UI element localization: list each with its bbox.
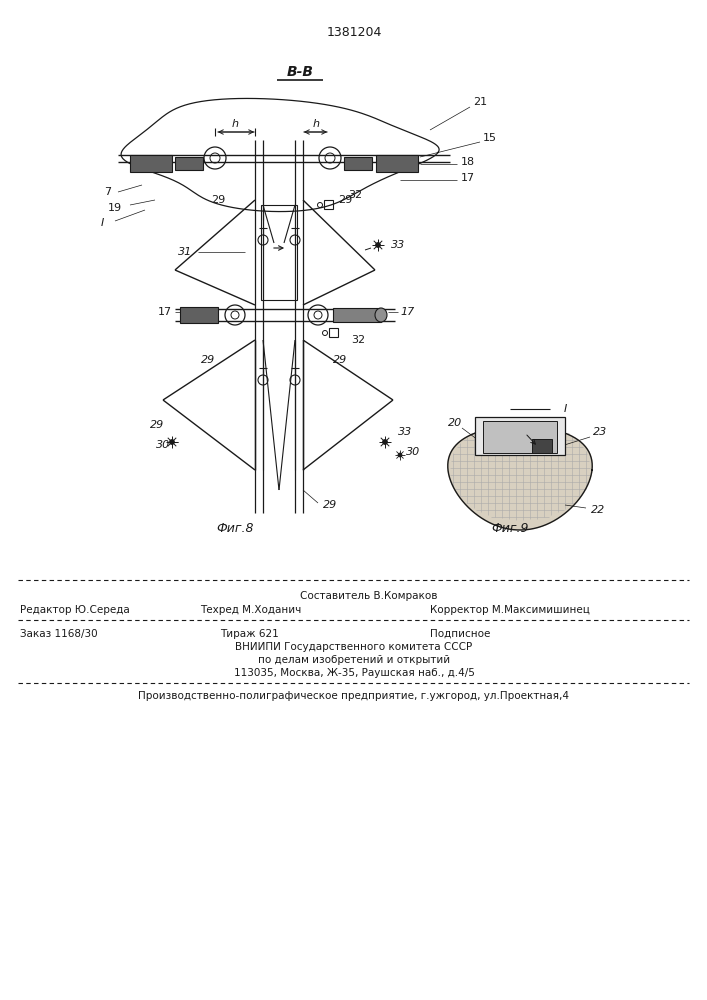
Circle shape — [382, 440, 387, 444]
Text: h: h — [312, 119, 320, 129]
Text: Редактор Ю.Середа: Редактор Ю.Середа — [20, 605, 130, 615]
Text: 19: 19 — [108, 203, 122, 213]
Text: 17: 17 — [461, 173, 475, 183]
Text: 18: 18 — [461, 157, 475, 167]
Text: I: I — [100, 218, 104, 228]
Text: I: I — [563, 404, 566, 414]
Text: 33: 33 — [391, 240, 405, 250]
Text: 32: 32 — [348, 190, 362, 200]
Text: 29: 29 — [211, 195, 225, 205]
Bar — [261, 205, 297, 300]
Text: 17: 17 — [401, 307, 415, 317]
Text: Техред М.Ходанич: Техред М.Ходанич — [200, 605, 301, 615]
Bar — [175, 157, 203, 170]
Text: Фиг.8: Фиг.8 — [216, 522, 254, 534]
Polygon shape — [448, 426, 592, 530]
Text: 30: 30 — [156, 440, 170, 450]
Bar — [329, 328, 338, 337]
Text: Тираж 621: Тираж 621 — [220, 629, 279, 639]
Text: 29: 29 — [323, 500, 337, 510]
Bar — [532, 439, 552, 453]
Bar — [376, 155, 418, 172]
Ellipse shape — [375, 308, 387, 322]
Text: 20: 20 — [448, 418, 462, 428]
Text: 29: 29 — [150, 420, 164, 430]
Bar — [344, 157, 372, 170]
Text: Производственно-полиграфическое предприятие, г.ужгород, ул.Проектная,4: Производственно-полиграфическое предприя… — [139, 691, 570, 701]
Bar — [475, 417, 565, 455]
Text: 7: 7 — [105, 187, 112, 197]
Text: 21: 21 — [473, 97, 487, 107]
Circle shape — [398, 453, 402, 457]
Text: 30: 30 — [406, 447, 420, 457]
Text: Фиг.9: Фиг.9 — [491, 522, 529, 534]
Text: 113035, Москва, Ж-35, Раушская наб., д.4/5: 113035, Москва, Ж-35, Раушская наб., д.4… — [233, 668, 474, 678]
Text: 22: 22 — [591, 505, 605, 515]
Text: h: h — [231, 119, 238, 129]
Bar — [333, 308, 381, 322]
Text: Заказ 1168/30: Заказ 1168/30 — [20, 629, 98, 639]
Circle shape — [375, 242, 380, 247]
Text: 1381204: 1381204 — [327, 25, 382, 38]
Bar — [483, 421, 557, 453]
Text: ВНИИПИ Государственного комитета СССР: ВНИИПИ Государственного комитета СССР — [235, 642, 472, 652]
Text: 32: 32 — [351, 335, 365, 345]
Text: 33: 33 — [398, 427, 412, 437]
Text: 17: 17 — [158, 307, 172, 317]
Text: по делам изобретений и открытий: по делам изобретений и открытий — [258, 655, 450, 665]
Bar — [180, 307, 218, 323]
Text: 29: 29 — [201, 355, 215, 365]
Text: 15: 15 — [483, 133, 497, 143]
Text: 29: 29 — [333, 355, 347, 365]
Text: Составитель В.Комраков: Составитель В.Комраков — [300, 591, 438, 601]
Bar — [324, 200, 333, 209]
Text: 23: 23 — [593, 427, 607, 437]
Circle shape — [170, 440, 175, 444]
Bar — [130, 155, 172, 172]
Text: 29: 29 — [338, 195, 352, 205]
Text: Подписное: Подписное — [430, 629, 491, 639]
Text: 31: 31 — [178, 247, 192, 257]
Text: В-В: В-В — [286, 65, 313, 79]
Text: Корректор М.Максимишинец: Корректор М.Максимишинец — [430, 605, 590, 615]
